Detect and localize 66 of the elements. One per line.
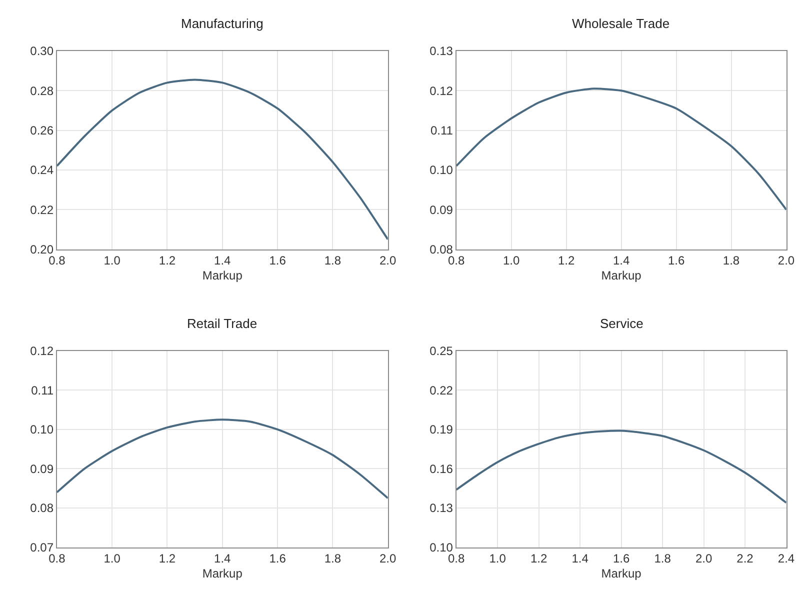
x-tick-label: 1.8 (722, 254, 740, 268)
y-tick-label: 0.30 (30, 44, 54, 58)
x-tick-label: 1.4 (572, 552, 589, 566)
y-tick-label: 0.25 (430, 344, 454, 358)
x-tick-label: 1.8 (324, 552, 342, 566)
x-tick-label: 1.6 (269, 552, 286, 566)
x-tick-label: 1.2 (558, 254, 575, 268)
y-tick-label: 0.12 (30, 344, 54, 358)
y-tick-label: 0.13 (430, 44, 454, 58)
y-tick-label: 0.26 (30, 123, 54, 138)
x-tick-label: 1.0 (489, 552, 506, 566)
x-axis-title: Markup (202, 566, 243, 581)
y-tick-label: 0.24 (30, 163, 54, 178)
x-tick-label: 1.0 (104, 254, 121, 268)
y-tick-label: 0.08 (30, 501, 54, 516)
x-tick-label: 0.8 (448, 254, 466, 268)
y-tick-label: 0.10 (430, 163, 454, 178)
x-tick-label: 1.8 (324, 254, 342, 268)
x-tick-label: 1.6 (612, 552, 630, 566)
y-tick-label: 0.09 (430, 202, 454, 217)
x-axis-title: Markup (601, 268, 642, 283)
y-tick-label: 0.22 (30, 202, 54, 217)
x-tick-label: 1.6 (269, 254, 286, 268)
x-tick-label: 1.6 (668, 254, 685, 268)
y-tick-label: 0.10 (430, 540, 454, 554)
x-tick-label: 0.8 (48, 254, 66, 268)
y-tick-label: 0.20 (30, 242, 54, 256)
x-tick-label: 0.8 (448, 552, 466, 566)
x-tick-label: 1.2 (158, 254, 176, 268)
y-tick-label: 0.11 (31, 383, 54, 398)
x-tick-label: 1.4 (214, 552, 232, 566)
x-tick-label: 2.2 (736, 552, 754, 566)
x-axis-title: Markup (601, 566, 642, 581)
y-tick-label: 0.19 (430, 422, 454, 437)
y-tick-label: 0.07 (30, 540, 54, 554)
line-series (56, 78, 388, 240)
x-tick-label: 2.0 (695, 552, 712, 566)
x-tick-label: 1.2 (158, 552, 176, 566)
x-tick-label: 1.8 (654, 552, 672, 566)
y-tick-label: 0.28 (30, 84, 54, 98)
line-series (456, 88, 786, 211)
y-tick-label: 0.09 (30, 462, 54, 476)
y-tick-label: 0.12 (430, 84, 454, 98)
x-tick-label: 1.0 (502, 254, 520, 268)
y-tick-label: 0.16 (430, 462, 454, 476)
y-tick-label: 0.22 (430, 383, 454, 398)
x-tick-label: 1.4 (214, 254, 232, 268)
chart-title: Manufacturing (181, 16, 264, 31)
x-tick-label: 1.4 (612, 254, 630, 268)
y-tick-label: 0.13 (430, 501, 454, 516)
chart-title: Service (600, 316, 644, 331)
line-series (456, 430, 786, 504)
x-tick-label: 1.2 (530, 552, 548, 566)
y-tick-label: 0.10 (30, 422, 54, 437)
y-tick-label: 0.11 (430, 123, 454, 138)
chart-title: Retail Trade (187, 316, 258, 331)
line-series (56, 418, 388, 500)
x-tick-label: 2.0 (379, 552, 396, 566)
chart-title: Wholesale Trade (572, 16, 670, 31)
x-tick-label: 2.0 (778, 254, 795, 268)
x-tick-label: 2.0 (379, 254, 396, 268)
x-axis-title: Markup (202, 268, 243, 283)
x-tick-label: 0.8 (48, 552, 66, 566)
x-tick-label: 1.0 (104, 552, 121, 566)
x-tick-label: 2.4 (778, 552, 795, 566)
y-tick-label: 0.08 (430, 242, 454, 256)
